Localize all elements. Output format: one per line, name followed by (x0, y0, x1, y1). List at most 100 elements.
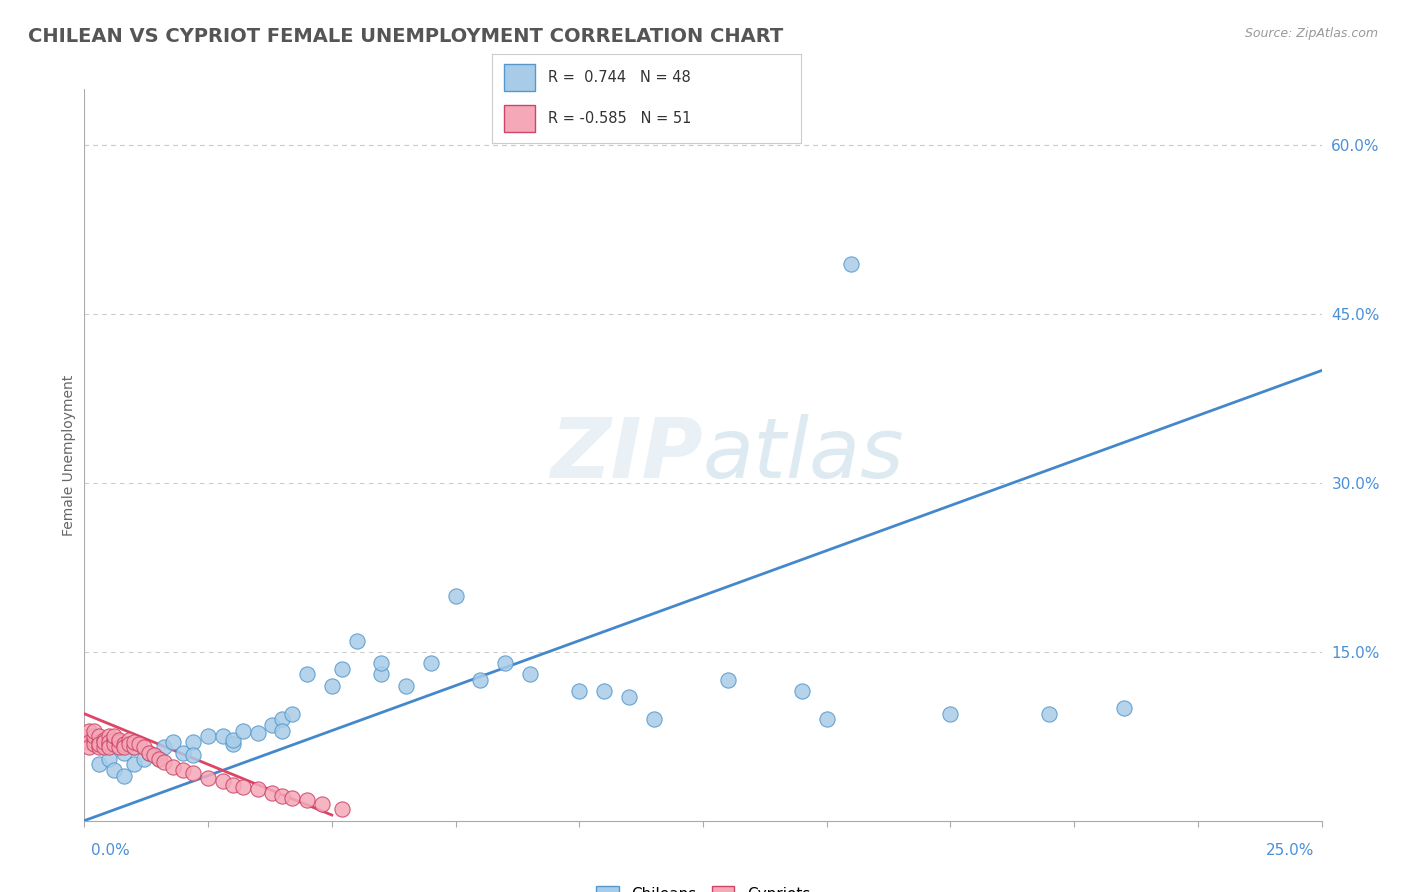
Text: Source: ZipAtlas.com: Source: ZipAtlas.com (1244, 27, 1378, 40)
Point (112, 746, 135, 760)
Text: CHILEAN VS CYPRIOT FEMALE UNEMPLOYMENT CORRELATION CHART: CHILEAN VS CYPRIOT FEMALE UNEMPLOYMENT C… (28, 27, 783, 45)
Point (89, 757, 111, 772)
Point (346, 633, 368, 648)
Text: 0.0%: 0.0% (91, 843, 131, 858)
Point (89, 737, 111, 751)
Point (815, 712, 838, 726)
Point (271, 712, 294, 726)
Point (181, 735, 204, 749)
Point (643, 712, 665, 726)
Point (148, 752, 170, 766)
Point (262, 785, 284, 799)
Point (132, 740, 155, 755)
Point (162, 735, 184, 749)
Point (181, 748, 204, 763)
Point (89, 735, 111, 749)
Point (138, 746, 160, 760)
Point (232, 723, 254, 738)
Point (419, 656, 441, 670)
Point (108, 732, 131, 747)
Point (197, 771, 219, 785)
Point (330, 662, 353, 676)
Point (271, 789, 294, 803)
Point (295, 793, 318, 807)
Point (181, 766, 204, 780)
Point (617, 690, 640, 704)
Point (128, 737, 150, 751)
Point (444, 589, 467, 603)
Point (93, 732, 115, 747)
Point (222, 737, 245, 751)
Point (222, 732, 245, 747)
Point (1038, 706, 1060, 721)
Y-axis label: Female Unemployment: Female Unemployment (62, 375, 76, 535)
Point (103, 732, 125, 747)
Point (98, 740, 121, 755)
FancyBboxPatch shape (505, 105, 536, 132)
Point (79, 735, 101, 749)
Point (118, 732, 141, 747)
Point (112, 737, 135, 751)
Point (494, 656, 516, 670)
Point (138, 746, 160, 760)
Text: R =  0.744   N = 48: R = 0.744 N = 48 (548, 70, 690, 85)
Point (281, 706, 304, 721)
Point (470, 673, 492, 687)
Point (152, 740, 174, 755)
Point (79, 723, 101, 738)
Point (593, 684, 616, 698)
Point (83, 729, 105, 743)
Point (93, 740, 115, 755)
Point (246, 726, 269, 740)
Point (295, 667, 318, 681)
Point (311, 797, 333, 811)
Point (281, 791, 304, 805)
Point (93, 735, 115, 749)
Point (717, 673, 740, 687)
Point (370, 656, 392, 670)
Point (162, 759, 184, 773)
Point (89, 740, 111, 755)
Point (395, 679, 418, 693)
Point (122, 757, 145, 772)
Point (103, 737, 125, 751)
Point (172, 763, 194, 777)
Point (108, 735, 131, 749)
Point (232, 780, 254, 794)
Point (103, 729, 125, 743)
Point (142, 748, 165, 763)
Point (321, 679, 343, 693)
Point (519, 667, 541, 681)
Point (79, 740, 101, 755)
Point (132, 752, 155, 766)
Point (790, 684, 813, 698)
Point (212, 729, 235, 743)
Point (330, 802, 353, 816)
Point (212, 774, 235, 789)
Point (271, 723, 294, 738)
Point (370, 667, 392, 681)
Point (108, 740, 131, 755)
Point (122, 740, 145, 755)
Point (152, 755, 174, 769)
Point (197, 729, 219, 743)
Point (841, 257, 863, 271)
FancyBboxPatch shape (505, 64, 536, 91)
Point (122, 735, 145, 749)
Text: R = -0.585   N = 51: R = -0.585 N = 51 (548, 112, 692, 126)
Point (246, 782, 269, 797)
Point (98, 752, 121, 766)
Legend: Chileans, Cypriots: Chileans, Cypriots (589, 880, 817, 892)
Point (98, 735, 121, 749)
Text: 25.0%: 25.0% (1267, 843, 1315, 858)
Point (172, 746, 194, 760)
Point (112, 740, 135, 755)
Point (568, 684, 591, 698)
Point (83, 723, 105, 738)
Point (122, 740, 145, 755)
Point (148, 752, 170, 766)
Point (98, 737, 121, 751)
Point (222, 778, 245, 792)
Text: atlas: atlas (703, 415, 904, 495)
Text: ZIP: ZIP (550, 415, 703, 495)
